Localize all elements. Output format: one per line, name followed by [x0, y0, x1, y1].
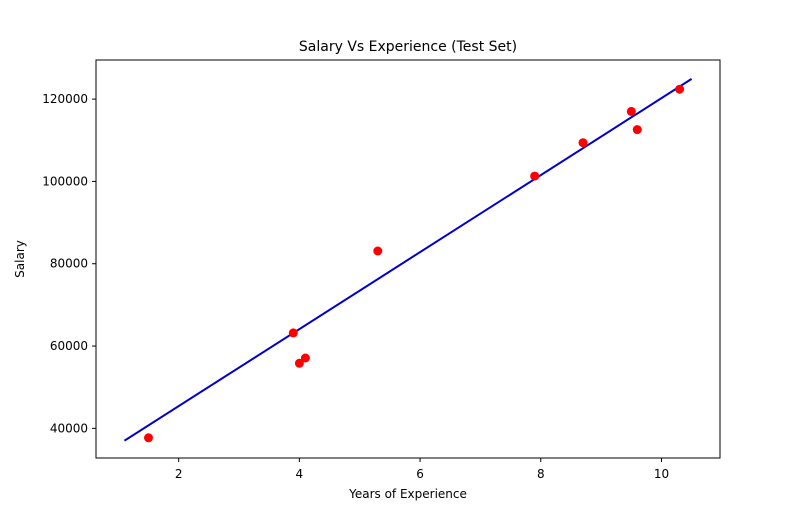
x-tick-label: 8 — [537, 467, 545, 481]
data-point — [530, 171, 540, 181]
data-point — [144, 433, 153, 443]
x-tick-label: 2 — [175, 467, 183, 481]
x-tick-label: 6 — [416, 467, 424, 481]
data-point — [626, 106, 636, 116]
chart-title: Salary Vs Experience (Test Set) — [299, 39, 517, 55]
y-axis: 40000 60000 80000 100000 120000 — [42, 92, 96, 435]
y-tick-label: 120000 — [42, 92, 88, 106]
y-tick-label: 40000 — [50, 421, 88, 435]
plot-area — [123, 78, 693, 443]
data-point — [578, 138, 588, 148]
regression-line — [123, 78, 693, 442]
data-point — [288, 328, 298, 338]
data-point — [294, 358, 304, 368]
x-axis: 2 4 6 8 10 — [175, 458, 669, 481]
y-tick-label: 60000 — [50, 339, 88, 353]
y-tick-label: 80000 — [50, 257, 88, 271]
axes-frame — [95, 59, 721, 459]
x-tick-label: 4 — [296, 467, 304, 481]
x-axis-label: Years of Experience — [348, 487, 467, 501]
y-axis-label: Salary — [13, 240, 27, 278]
data-point — [300, 353, 310, 363]
data-point — [632, 125, 642, 135]
data-point — [675, 84, 685, 94]
data-point — [373, 246, 383, 256]
x-tick-label: 10 — [654, 467, 669, 481]
y-tick-label: 100000 — [42, 174, 88, 188]
